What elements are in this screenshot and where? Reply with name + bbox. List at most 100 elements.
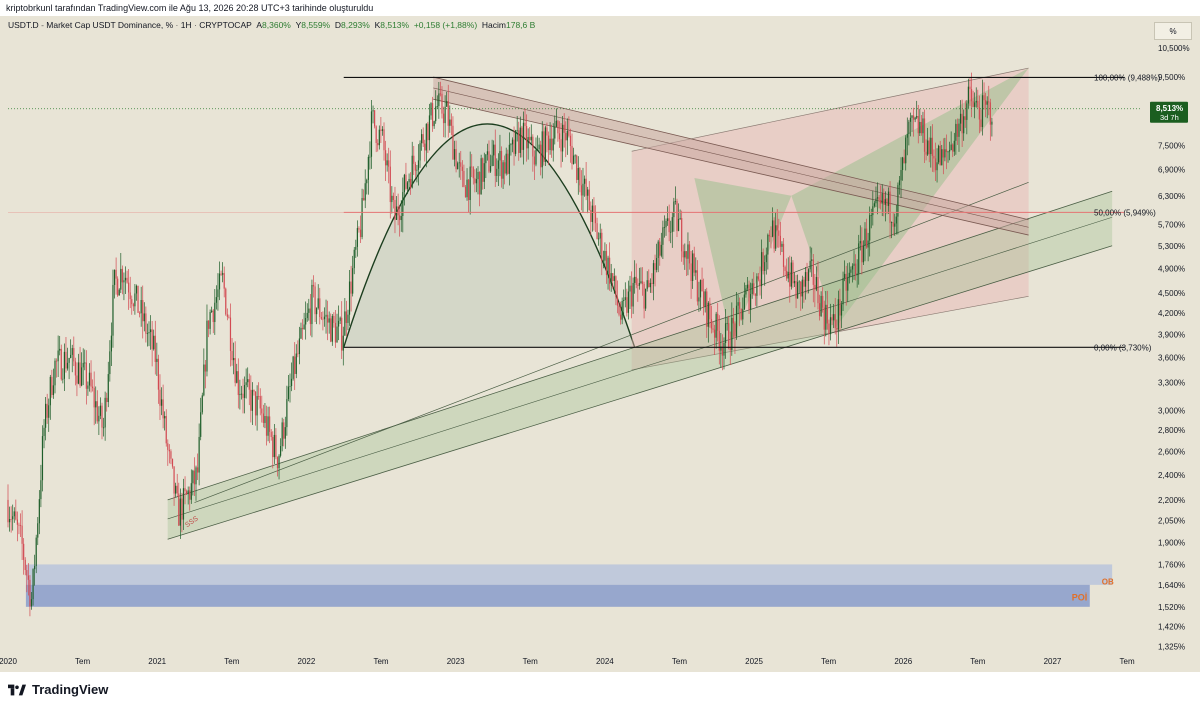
candle-body: [254, 391, 257, 416]
candle-body: [518, 130, 520, 153]
candle-body: [889, 191, 891, 223]
candle-body: [204, 364, 207, 372]
candle-body: [641, 281, 644, 284]
candle-body: [692, 253, 694, 282]
candle-body: [193, 470, 196, 485]
candle-body: [464, 186, 467, 198]
candle-body: [16, 519, 19, 525]
candle-body: [62, 378, 64, 380]
candle-body: [46, 403, 48, 418]
candle-body: [400, 216, 402, 221]
candle-body: [748, 284, 750, 310]
candle-body: [482, 158, 484, 182]
candle-body: [867, 240, 869, 248]
candle-body: [140, 299, 142, 314]
candle-body: [797, 282, 799, 299]
x-tick-label: 2026: [894, 657, 912, 666]
candle-body: [646, 280, 648, 289]
candle-body: [444, 106, 446, 124]
candle-body: [430, 103, 432, 116]
y-tick-label: 4,500%: [1158, 289, 1185, 298]
candle-body: [764, 262, 766, 271]
candle-body: [198, 436, 200, 473]
candle-body: [453, 149, 456, 160]
candle-body: [654, 263, 656, 270]
candle-body: [182, 488, 185, 520]
candle-body: [823, 307, 825, 330]
candle-body: [364, 183, 366, 201]
candle-body: [674, 201, 677, 202]
candle-body: [651, 282, 653, 284]
chart-area[interactable]: 100,00% (9,488%) 50,00% (5,949%) 0,00% (3,…: [0, 16, 1200, 672]
candle-body: [12, 516, 14, 520]
price-badge-countdown: 3d 7h: [1160, 113, 1179, 122]
candle-body: [713, 329, 716, 338]
candle-body: [544, 127, 546, 162]
candle-body: [8, 519, 11, 523]
candle-body: [240, 393, 243, 395]
candle-body: [696, 270, 698, 302]
candle-body: [682, 251, 684, 258]
candle-body: [131, 299, 133, 305]
fib-50-label: 50,00% (5,949%): [1094, 208, 1156, 217]
range-top-line: [631, 67, 1029, 152]
x-tick-label: Tem: [1120, 657, 1135, 666]
candle-body: [391, 195, 393, 203]
percent-scale-button[interactable]: %: [1154, 22, 1192, 40]
candle-body: [269, 416, 271, 432]
candle-body: [261, 408, 263, 414]
candle-body: [687, 244, 689, 259]
candle-body: [986, 101, 988, 105]
candle-body: [688, 244, 691, 264]
candle-body: [925, 151, 927, 155]
candle-body: [403, 174, 405, 193]
candle-body: [958, 123, 960, 137]
candle-body: [184, 488, 186, 492]
candle-body: [685, 251, 687, 259]
y-tick-label: 2,800%: [1158, 426, 1185, 435]
candle-body: [707, 302, 709, 327]
candle-body: [95, 401, 97, 408]
candle-body: [159, 389, 161, 406]
candle-body: [513, 139, 515, 154]
tradingview-logo-icon: [8, 684, 26, 695]
candle-body: [383, 129, 385, 151]
candle-body: [316, 308, 318, 315]
candle-body: [717, 313, 719, 331]
candle-body: [308, 308, 310, 313]
candle-body: [560, 139, 562, 152]
candle-body: [698, 297, 700, 302]
candle-body: [806, 272, 808, 281]
candle-body: [948, 150, 951, 152]
candle-body: [250, 389, 252, 411]
candle-body: [90, 372, 92, 387]
high-value: 8,559%: [301, 20, 331, 30]
candle-body: [648, 280, 650, 288]
candle-body: [358, 228, 360, 230]
candle-body: [303, 324, 305, 330]
candle-body: [195, 467, 197, 485]
candle-body: [395, 206, 398, 220]
candle-body: [793, 280, 796, 284]
candle-body: [574, 155, 576, 157]
price-chart[interactable]: 100,00% (9,488%) 50,00% (5,949%) 0,00% (3,…: [0, 16, 1200, 672]
y-tick-label: 3,600%: [1158, 354, 1185, 363]
candle-body: [132, 304, 134, 307]
candle-body: [988, 101, 990, 103]
x-tick-label: Tem: [523, 657, 538, 666]
candle-body: [817, 276, 819, 304]
candle-body: [388, 160, 390, 167]
candle-body: [699, 279, 702, 298]
x-tick-label: Tem: [672, 657, 687, 666]
candle-body: [228, 316, 230, 318]
candle-body: [572, 155, 575, 164]
candle-body: [267, 416, 269, 436]
candle-body: [666, 218, 669, 221]
tradingview-logo[interactable]: TradingView: [8, 682, 108, 697]
candle-body: [66, 362, 69, 369]
candle-body: [488, 151, 490, 172]
candle-body: [750, 294, 752, 310]
candle-body: [684, 251, 686, 258]
candle-body: [909, 117, 912, 122]
candle-body: [314, 286, 316, 315]
